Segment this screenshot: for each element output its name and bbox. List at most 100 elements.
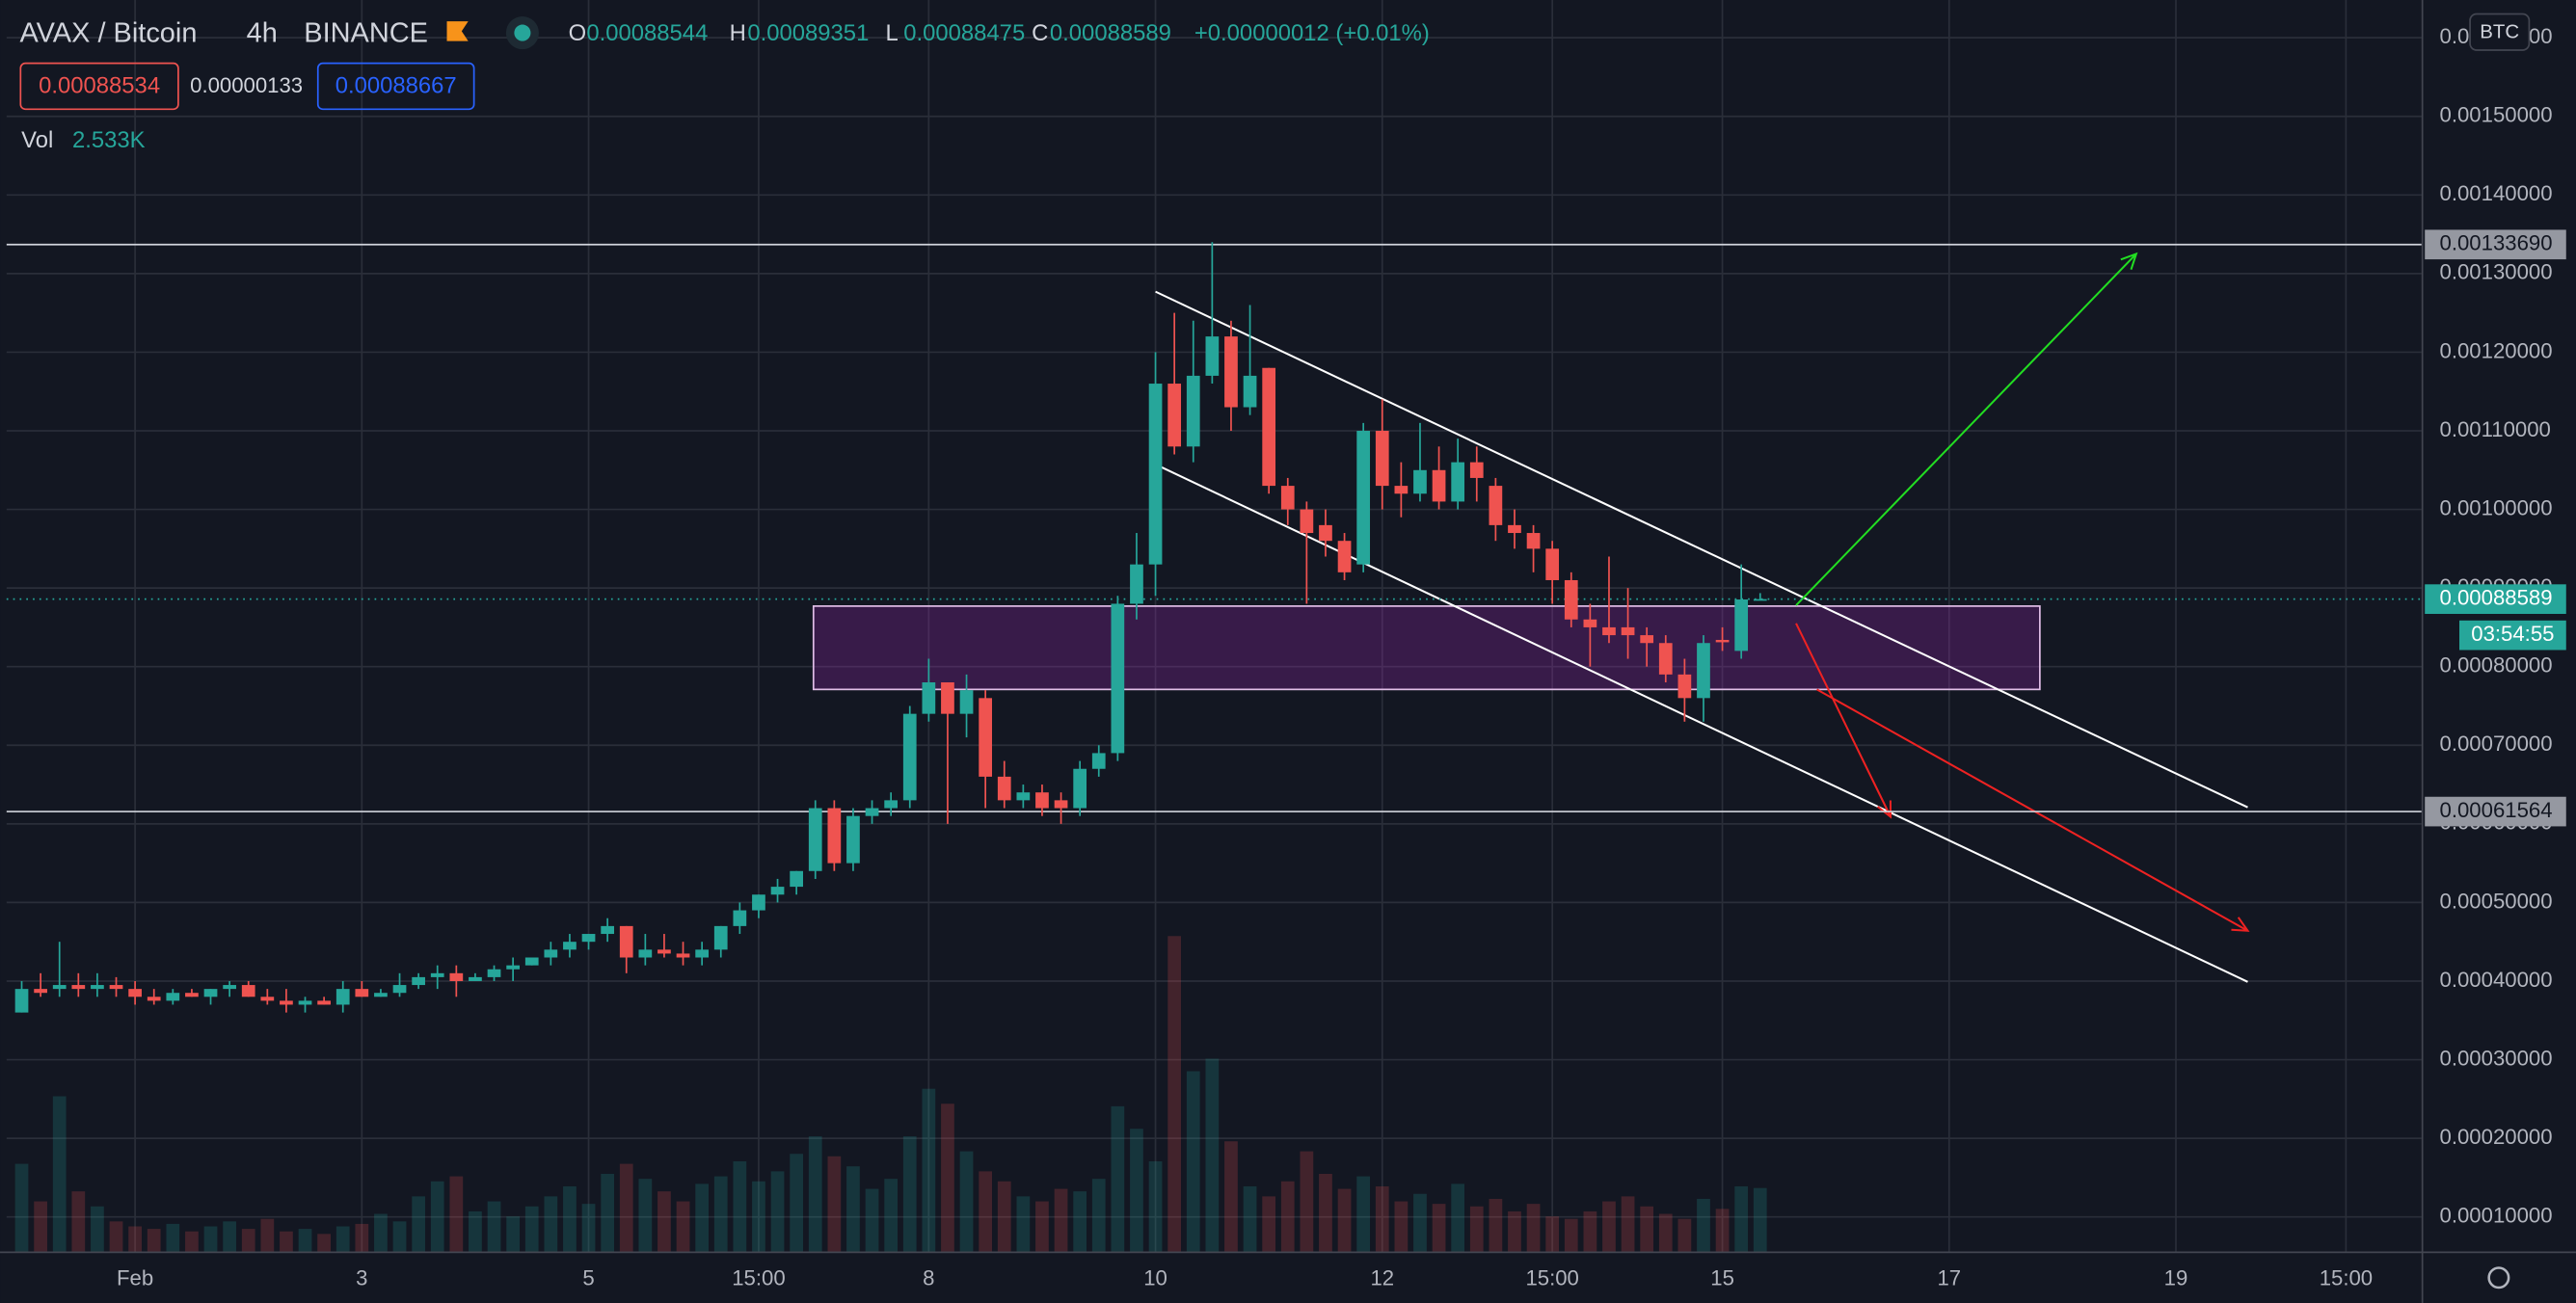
x-tick-label: 15:00 <box>1525 1265 1578 1290</box>
overlay-layer: 0.00133690 0.00061564 0.00088589 03:54:55 <box>2425 229 2566 827</box>
candle-body <box>733 910 747 926</box>
currency[interactable]: BTC <box>2480 20 2519 42</box>
volume-bar <box>1262 1196 1276 1252</box>
candle-body <box>91 985 104 990</box>
candle-body <box>1489 486 1503 525</box>
volume-layer <box>14 936 1767 1252</box>
candle-body <box>1545 548 1560 580</box>
volume-bar <box>959 1151 974 1252</box>
countdown: 03:54:55 <box>2471 622 2554 646</box>
candle-body <box>979 698 993 777</box>
x-tick-label: 15 <box>1710 1265 1734 1290</box>
volume-bar <box>91 1206 104 1252</box>
volume-bar <box>884 1179 899 1252</box>
volume-bar <box>922 1088 936 1252</box>
volume-bar <box>657 1191 671 1252</box>
volume-bar <box>1356 1176 1371 1252</box>
candle-body <box>449 972 464 981</box>
candle-body <box>1564 579 1578 620</box>
level-label: 0.00133690 <box>2440 231 2553 255</box>
candle-body <box>1280 486 1295 510</box>
candle-body <box>770 887 785 895</box>
volume-bar <box>1035 1201 1049 1252</box>
volume-bar <box>1489 1198 1503 1252</box>
flag-icon[interactable] <box>446 21 469 41</box>
ohlc-value: 0.00088589 <box>1050 20 1171 46</box>
volume-bar <box>865 1188 879 1252</box>
volume-bar <box>1167 936 1182 1252</box>
x-tick-label: 15:00 <box>732 1265 785 1290</box>
y-tick-label: 0.00120000 <box>2440 338 2553 362</box>
symbol[interactable]: AVAX / Bitcoin <box>19 17 197 48</box>
candle-body <box>902 713 917 801</box>
volume-bar <box>752 1181 765 1252</box>
candle-body <box>790 870 804 888</box>
currency-badge[interactable] <box>2469 13 2531 51</box>
volume-bar <box>1658 1213 1673 1252</box>
volume-bar <box>1621 1196 1635 1252</box>
volume-bar <box>1564 1218 1578 1252</box>
volume-bar <box>941 1104 954 1252</box>
volume-bar <box>109 1221 123 1252</box>
candle-body <box>1734 599 1749 652</box>
volume-bar <box>223 1221 236 1252</box>
volume-bar <box>1394 1201 1409 1252</box>
candle-body <box>563 942 577 950</box>
x-tick-label: 5 <box>582 1265 594 1290</box>
level-label: 0.00061564 <box>2440 798 2553 822</box>
candle-body <box>1451 462 1465 502</box>
candle-body <box>1300 509 1314 534</box>
candle-body <box>71 985 86 990</box>
x-tick-label: 10 <box>1143 1265 1167 1290</box>
y-tick-label: 0.00080000 <box>2440 653 2553 678</box>
y-tick-label: 0.00050000 <box>2440 889 2553 913</box>
last-price-box <box>2425 584 2566 614</box>
sell-box[interactable] <box>19 62 179 111</box>
candle-body <box>469 976 482 981</box>
buy-price[interactable]: 0.00088667 <box>335 73 457 99</box>
volume-bar <box>1186 1071 1200 1252</box>
spread: 0.00000133 <box>190 73 303 97</box>
candle-body <box>1697 643 1710 699</box>
settings-icon[interactable] <box>2487 1266 2510 1290</box>
candle-body <box>506 965 520 970</box>
interval[interactable]: 4h <box>247 17 278 48</box>
candle-body <box>1205 336 1220 376</box>
volume-bar <box>997 1181 1011 1252</box>
volume-bar <box>1432 1204 1446 1252</box>
volume-bar <box>827 1156 842 1252</box>
candle-body <box>260 997 275 1001</box>
candle-body <box>1356 430 1371 565</box>
volume-bar <box>1280 1181 1295 1252</box>
volume-bar <box>544 1196 558 1252</box>
y-tick-label: 0.00100000 <box>2440 495 2553 519</box>
status-dot <box>514 24 531 41</box>
volume-bar <box>1016 1196 1031 1252</box>
candle-body <box>638 949 653 958</box>
candle-body <box>1130 564 1143 604</box>
y-tick-label: 0.00010000 <box>2440 1204 2553 1228</box>
candle-body <box>1111 603 1125 754</box>
level-label-box <box>2425 796 2566 827</box>
candle-body <box>52 985 67 990</box>
y-tick-label: 0.00070000 <box>2440 731 2553 756</box>
volume-bar <box>203 1226 218 1252</box>
candle-body <box>1394 486 1409 494</box>
candle-body <box>884 800 899 809</box>
drawings-layer <box>6 243 2422 983</box>
volume-bar <box>1148 1161 1163 1252</box>
candle-body <box>1262 367 1276 487</box>
candle-body <box>280 1000 293 1005</box>
candle-body <box>1186 375 1200 447</box>
volume-bar <box>790 1154 804 1252</box>
sell-price[interactable]: 0.00088534 <box>39 73 160 99</box>
volume-bar <box>601 1173 614 1252</box>
candle-body <box>1715 639 1730 643</box>
volume-bar <box>733 1161 747 1252</box>
volume-bar <box>241 1229 255 1252</box>
candle-body <box>109 985 123 990</box>
volume-bar <box>581 1204 596 1252</box>
buy-box[interactable] <box>316 62 475 111</box>
x-tick-label: 17 <box>1937 1265 1961 1290</box>
volume-bar <box>317 1234 331 1252</box>
